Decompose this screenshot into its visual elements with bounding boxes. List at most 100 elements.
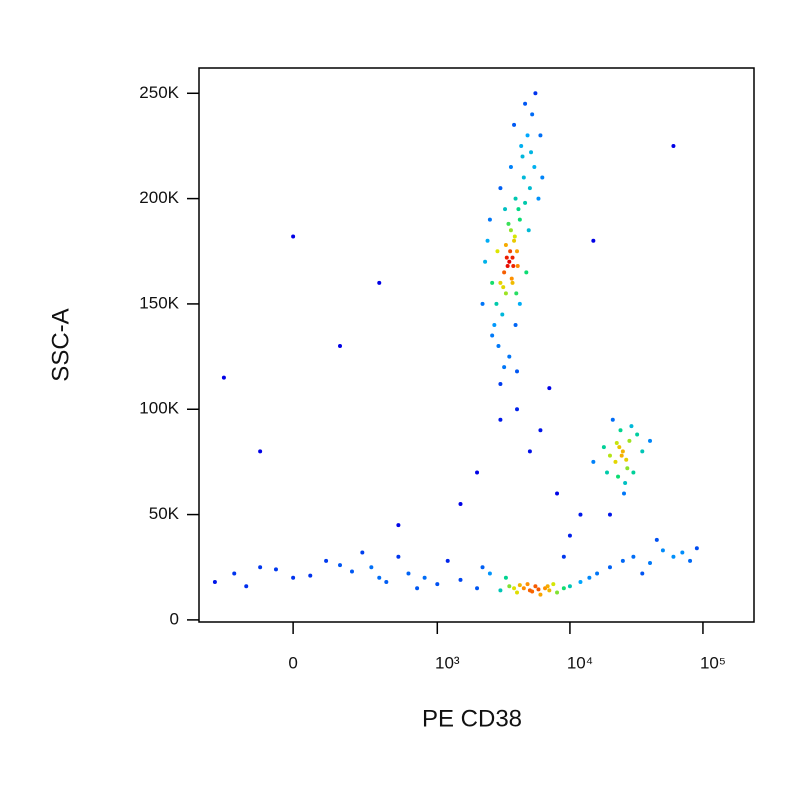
event-dot (510, 255, 515, 260)
event-dot (396, 523, 401, 528)
event-dot (526, 228, 531, 233)
event-dot (605, 470, 610, 475)
event-dot (490, 280, 495, 285)
event-dot (591, 238, 596, 243)
event-dot (513, 322, 518, 327)
event-dot (308, 573, 313, 578)
event-dot (601, 445, 606, 450)
event-dot (631, 554, 636, 559)
event-dot (490, 333, 495, 338)
event-dot (494, 301, 499, 306)
event-dot (627, 438, 632, 443)
event-dot (480, 565, 485, 570)
event-dot (523, 200, 528, 205)
event-dot (384, 579, 389, 584)
event-dot (212, 579, 217, 584)
event-dot (487, 217, 492, 222)
event-dot (680, 550, 685, 555)
event-dot (291, 234, 296, 239)
event-dot (503, 291, 508, 296)
event-dot (377, 575, 382, 580)
event-dot (512, 586, 517, 591)
event-dot (525, 582, 530, 587)
event-dot (515, 369, 520, 374)
event-dot (523, 101, 528, 106)
event-dot (498, 588, 503, 593)
event-dot (501, 285, 506, 290)
y-tick-label: 0 (170, 609, 179, 628)
event-dot (369, 565, 374, 570)
event-dot (458, 502, 463, 507)
event-dot (607, 453, 612, 458)
event-dot (435, 582, 440, 587)
event-dot (502, 365, 507, 370)
event-dot (480, 301, 485, 306)
event-dot (521, 586, 526, 591)
event-dot (614, 440, 619, 445)
event-dot (509, 276, 514, 281)
event-dot (532, 165, 537, 170)
event-dot (515, 249, 520, 254)
event-dot (517, 301, 522, 306)
event-dot (232, 571, 237, 576)
event-dot (688, 558, 693, 563)
event-dot (512, 234, 517, 239)
event-dot (517, 583, 522, 588)
event-dot (515, 264, 520, 269)
event-dot (517, 217, 522, 222)
event-dot (505, 264, 510, 269)
event-dot (502, 270, 507, 275)
event-dot (540, 175, 545, 180)
event-dot (623, 480, 628, 485)
event-dot (555, 491, 560, 496)
event-dot (508, 165, 513, 170)
event-dot (396, 554, 401, 559)
event-dot (515, 590, 520, 595)
event-dot (508, 249, 513, 254)
y-tick-label: 250K (139, 83, 179, 102)
event-dot (475, 470, 480, 475)
event-dot (533, 584, 538, 589)
event-dot (618, 428, 623, 433)
event-dot (458, 577, 463, 582)
event-dot (625, 466, 630, 471)
event-dot (694, 546, 699, 551)
event-dot (507, 584, 512, 589)
event-dot (500, 312, 505, 317)
event-dot (640, 571, 645, 576)
event-dot (512, 238, 517, 243)
event-dot (648, 561, 653, 566)
event-dot (547, 386, 552, 391)
y-tick-label: 50K (149, 504, 180, 523)
event-dot (617, 445, 622, 450)
event-dot (551, 582, 556, 587)
event-dot (244, 584, 249, 589)
event-dot (512, 122, 517, 127)
event-dot (498, 186, 503, 191)
event-dot (533, 91, 538, 96)
event-dot (547, 588, 552, 593)
event-dot (498, 417, 503, 422)
event-dot (475, 586, 480, 591)
event-dot (498, 280, 503, 285)
x-tick-label: 10³ (435, 653, 460, 672)
event-dot (530, 589, 535, 594)
event-dot (595, 571, 600, 576)
event-dot (555, 590, 560, 595)
event-dot (516, 207, 521, 212)
event-dot (503, 207, 508, 212)
event-dot (508, 228, 513, 233)
event-dot (525, 133, 530, 138)
y-tick-label: 200K (139, 188, 179, 207)
event-dot (671, 143, 676, 148)
event-dot (507, 259, 512, 264)
event-dot (511, 264, 516, 269)
event-dot (515, 407, 520, 412)
event-dot (495, 249, 500, 254)
event-dot (654, 537, 659, 542)
event-dot (629, 424, 634, 429)
event-dot (567, 533, 572, 538)
event-dot (587, 575, 592, 580)
event-dot (524, 270, 529, 275)
